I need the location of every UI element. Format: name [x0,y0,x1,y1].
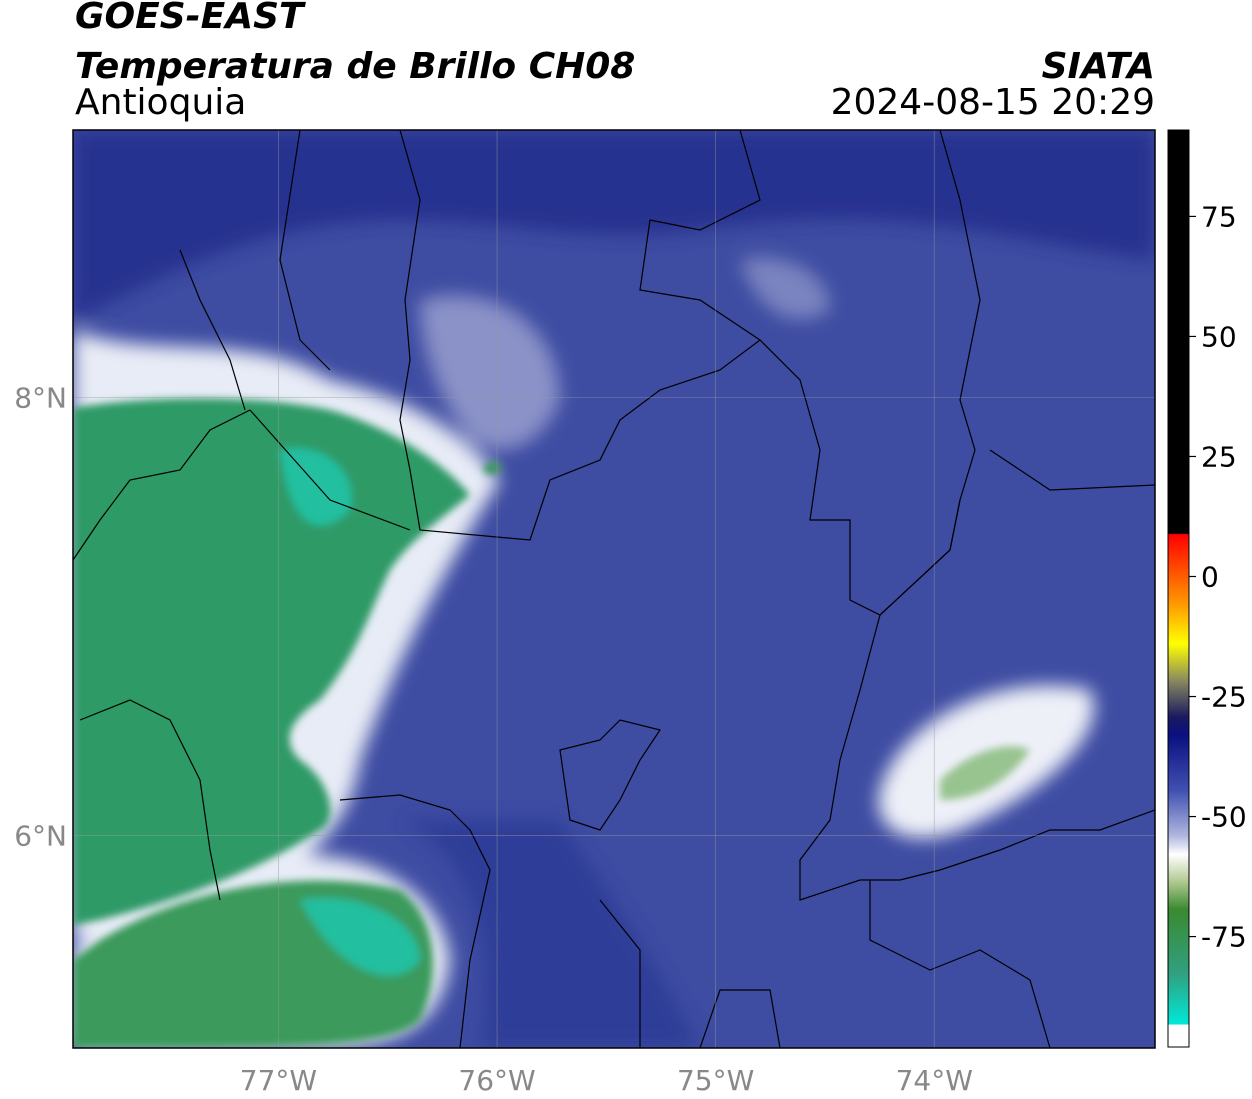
borders [73,130,1155,1048]
lon-label: 74°W [896,1064,973,1097]
lat-label: 6°N [14,819,67,852]
colorbar-label: -75 [1201,921,1247,954]
map-image [73,130,1155,1048]
lon-label: 76°W [458,1064,535,1097]
lon-label: 77°W [240,1064,317,1097]
region: Antioquia [75,82,246,123]
lat-label: 8°N [14,381,67,414]
lon-label: 75°W [677,1064,754,1097]
subtitle: Temperatura de Brillo CH08 [75,46,635,87]
map-frame [72,129,1156,1049]
source: SIATA [1042,46,1155,87]
colorbar-label: 25 [1201,440,1237,473]
datetime: 2024-08-15 20:29 [831,82,1155,123]
colorbar-label: -25 [1201,681,1247,714]
colorbar-label: 50 [1201,320,1237,353]
colorbar-label: 75 [1201,200,1237,233]
title: GOES-EAST [75,0,306,37]
colorbar-label: -50 [1201,801,1247,834]
colorbar [1167,129,1190,1048]
colorbar-label: 0 [1201,560,1219,593]
